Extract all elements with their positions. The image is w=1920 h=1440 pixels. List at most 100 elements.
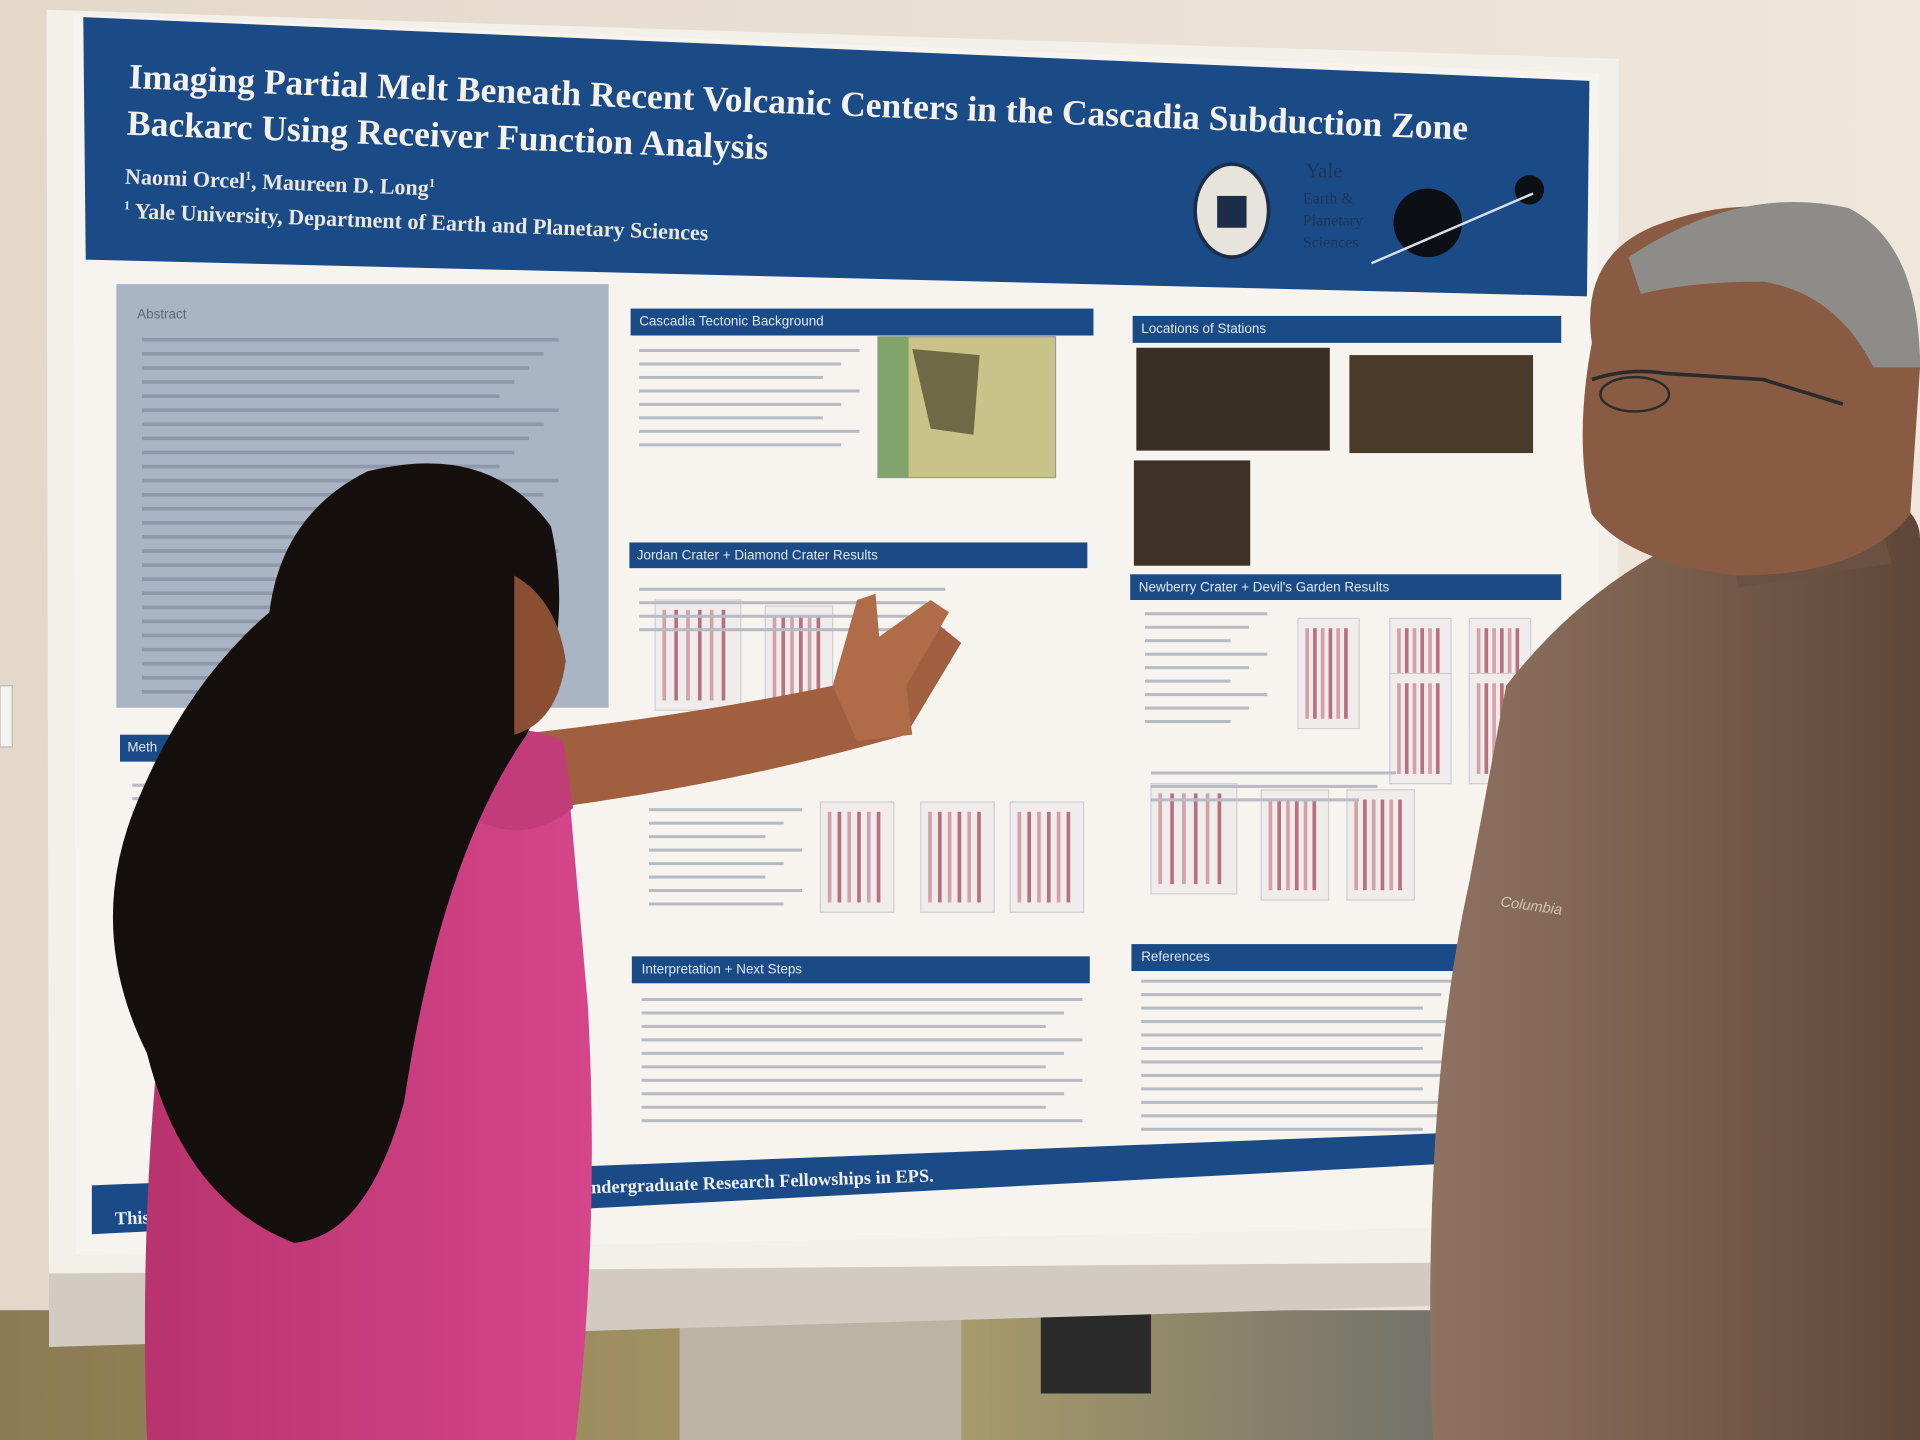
plot-stripe <box>709 609 714 701</box>
text-line <box>639 601 927 605</box>
text-line <box>1141 1006 1423 1010</box>
text-line <box>1151 784 1378 788</box>
background-person <box>679 1316 962 1440</box>
plot-stripe <box>721 609 726 701</box>
text-line <box>641 997 1083 1002</box>
text-line <box>1151 771 1396 775</box>
text-line <box>1141 1033 1442 1037</box>
text-line <box>641 1065 1046 1069</box>
text-line <box>641 1105 1046 1109</box>
section-bar <box>631 956 1090 984</box>
plot-stripe <box>1277 799 1282 891</box>
text-line <box>639 389 860 393</box>
plot-stripe <box>798 615 803 707</box>
text-line <box>639 402 842 406</box>
text-line <box>142 450 515 455</box>
plot-stripe <box>1066 811 1071 903</box>
orbit-line <box>1370 192 1534 265</box>
plot-stripe <box>937 811 942 903</box>
plot-stripe <box>674 609 678 701</box>
text-line <box>142 366 529 370</box>
plot-stripe <box>1389 799 1394 891</box>
text-line <box>648 808 803 812</box>
text-line <box>1141 979 1460 983</box>
section-title: Newberry Crater + Devil's Garden Results <box>1139 579 1390 594</box>
text-line <box>142 478 559 483</box>
plot-stripe <box>977 811 981 903</box>
text-line <box>1144 693 1268 697</box>
separator: , <box>251 168 263 193</box>
text-line <box>641 1051 1065 1055</box>
plot-stripe <box>1428 683 1432 774</box>
plot-stripe <box>697 609 702 701</box>
text-line <box>641 1092 1065 1096</box>
text-line <box>1144 612 1268 616</box>
text-line <box>639 443 842 447</box>
plot-stripe <box>1435 683 1440 774</box>
plot-stripe <box>1303 799 1308 891</box>
plot-stripe <box>1268 799 1273 891</box>
text-line <box>1151 798 1360 802</box>
text-line <box>648 875 766 879</box>
plot-stripe <box>866 811 871 903</box>
text-line <box>1141 1100 1460 1104</box>
wall-sign <box>0 685 13 748</box>
station-photo <box>1349 355 1534 454</box>
glasses-lens <box>1599 375 1671 413</box>
plot-stripe <box>876 811 881 903</box>
station-photo <box>1136 347 1330 451</box>
plot-stripe <box>772 615 777 707</box>
plot-stripe <box>827 811 832 903</box>
section-bar <box>1131 944 1472 972</box>
text-line <box>142 337 559 342</box>
plot-stripe <box>1017 811 1022 903</box>
text-line <box>641 1024 1046 1028</box>
logo-text: Earth & <box>1303 190 1354 207</box>
text-line <box>639 587 946 591</box>
section-bar <box>1132 315 1562 343</box>
text-line <box>1141 1020 1460 1024</box>
plot-stripe <box>1371 799 1376 891</box>
plot-stripe <box>1312 799 1317 891</box>
plot-stripe <box>1344 628 1348 719</box>
plot-stripe <box>947 811 952 903</box>
arm <box>514 618 962 809</box>
shield-book <box>1217 195 1247 228</box>
text-line <box>1141 1073 1442 1077</box>
plot-stripe <box>1027 811 1032 903</box>
plot-stripe <box>1170 793 1174 885</box>
text-line <box>142 352 544 356</box>
plot-stripe <box>1320 628 1325 719</box>
text-line <box>142 408 559 413</box>
hair <box>112 463 560 1243</box>
section-bar <box>630 308 1094 336</box>
gray-hair <box>1628 202 1920 368</box>
text-line <box>641 1038 1083 1042</box>
plot-stripe <box>1158 793 1163 885</box>
plot-stripe <box>1193 793 1198 885</box>
plot-stripe <box>1484 683 1489 774</box>
plot-stripe <box>967 811 972 903</box>
text-line <box>1141 993 1442 997</box>
plot-stripe <box>857 811 861 903</box>
author-mark: 1 <box>245 169 252 183</box>
jacket <box>1430 489 1920 1440</box>
plot-stripe <box>1336 628 1341 719</box>
map-region <box>912 348 980 435</box>
section-title: Jordan Crater + Diamond Crater Results <box>637 547 878 562</box>
plot-stripe <box>1328 628 1333 719</box>
text-line <box>142 380 515 384</box>
section-title: Interpretation + Next Steps <box>642 961 803 976</box>
text-line <box>648 835 766 839</box>
text-line <box>641 1078 1083 1082</box>
plot-stripe <box>1492 683 1496 774</box>
plot-stripe <box>781 615 786 707</box>
section-bar <box>1130 574 1562 601</box>
plot-stripe <box>1354 799 1358 891</box>
plot-stripe <box>1056 811 1061 903</box>
glasses <box>1591 369 1844 406</box>
plot-stripe <box>1037 811 1041 903</box>
logo-text: Sciences <box>1303 234 1359 251</box>
